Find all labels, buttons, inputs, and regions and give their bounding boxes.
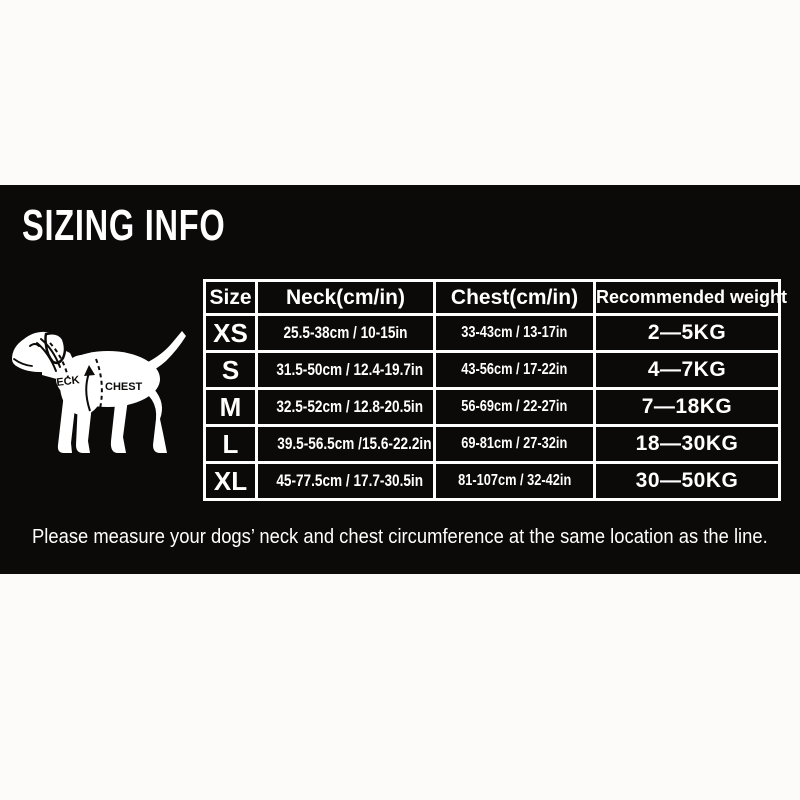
page-title: SIZING INFO	[22, 204, 297, 248]
chest-cell: 69-81cm / 27-32in	[433, 424, 596, 464]
chest-cell: 56-69cm / 22-27in	[433, 387, 596, 427]
weight-cell: 4—7KG	[593, 350, 781, 390]
size-cell: S	[203, 350, 258, 390]
size-cell: M	[203, 387, 258, 427]
table-header-row: Size Neck(cm/in) Chest(cm/in) Recommende…	[203, 279, 787, 316]
neck-cell: 32.5-52cm / 12.8-20.5in	[255, 387, 436, 427]
col-header-neck: Neck(cm/in)	[255, 279, 436, 316]
table-row-l: L 39.5-56.5cm /15.6-22.2in 69-81cm / 27-…	[203, 424, 781, 464]
chest-measure-dashed-line	[90, 358, 103, 430]
table-row-xl: XL 45-77.5cm / 17.7-30.5in 81-107cm / 32…	[203, 461, 781, 501]
dog-mouth	[13, 358, 33, 367]
col-header-chest: Chest(cm/in)	[433, 279, 596, 316]
chest-cell: 43-56cm / 17-22in	[433, 350, 596, 390]
weight-cell: 18—30KG	[593, 424, 781, 464]
weight-cell: 7—18KG	[593, 387, 781, 427]
chest-measure-arrowhead	[84, 365, 95, 376]
size-cell: L	[203, 424, 258, 464]
table-row-m: M 32.5-52cm / 12.8-20.5in 56-69cm / 22-2…	[203, 387, 781, 427]
weight-cell: 30—50KG	[593, 461, 781, 501]
chest-label: CHEST	[105, 381, 143, 393]
neck-cell: 45-77.5cm / 17.7-30.5in	[255, 461, 436, 501]
neck-label: NECK	[48, 374, 80, 390]
sizing-info-panel: SIZING INFO NECK CHEST Size	[0, 185, 800, 574]
chest-cell: 81-107cm / 32-42in	[433, 461, 596, 501]
page-title-text: SIZING INFO	[22, 201, 226, 250]
dog-front-leg-2	[76, 401, 92, 453]
table-row-xs: XS 25.5-38cm / 10-15in 33-43cm / 13-17in…	[203, 313, 781, 353]
chest-cell: 33-43cm / 13-17in	[433, 313, 596, 353]
measurement-note-text: Please measure your dogs’ neck and chest…	[32, 526, 768, 548]
neck-band-line-1	[40, 338, 61, 368]
dog-tail	[146, 331, 186, 372]
neck-cell: 31.5-50cm / 12.4-19.7in	[255, 350, 436, 390]
neck-measure-dashed-line	[49, 342, 69, 378]
dog-front-leg-1	[57, 393, 76, 453]
neck-cell: 39.5-56.5cm /15.6-22.2in	[255, 424, 436, 464]
size-table: Size Neck(cm/in) Chest(cm/in) Recommende…	[203, 279, 787, 501]
dog-rear-leg-1	[110, 395, 128, 453]
size-cell: XL	[203, 461, 258, 501]
measurement-note: Please measure your dogs’ neck and chest…	[0, 526, 800, 549]
dog-measurement-diagram: NECK CHEST	[12, 331, 186, 453]
chest-measure-arrow-line	[85, 372, 91, 412]
col-header-size: Size	[203, 279, 258, 316]
weight-cell: 2—5KG	[593, 313, 781, 353]
dog-rear-leg-2	[136, 387, 167, 453]
neck-band-line-2	[36, 342, 57, 372]
size-cell: XS	[203, 313, 258, 353]
neck-cell: 25.5-38cm / 10-15in	[255, 313, 436, 353]
table-row-s: S 31.5-50cm / 12.4-19.7in 43-56cm / 17-2…	[203, 350, 781, 390]
col-header-weight: Recommended weight	[593, 279, 787, 316]
